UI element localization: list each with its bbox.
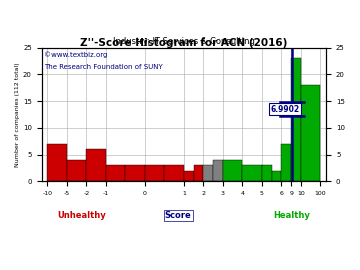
Text: ©www.textbiz.org: ©www.textbiz.org	[44, 52, 108, 58]
Bar	[242, 165, 262, 181]
Bar	[86, 149, 106, 181]
Bar	[203, 165, 213, 181]
Bar	[272, 171, 282, 181]
Bar	[194, 165, 203, 181]
Text: Healthy: Healthy	[274, 211, 311, 220]
Text: 6.9902: 6.9902	[271, 105, 300, 114]
Bar	[213, 160, 223, 181]
Bar	[165, 165, 184, 181]
Bar	[184, 171, 194, 181]
Text: Industry: IT Services & Consulting: Industry: IT Services & Consulting	[113, 37, 255, 46]
Y-axis label: Number of companies (112 total): Number of companies (112 total)	[15, 62, 20, 167]
Bar	[301, 85, 320, 181]
Text: The Research Foundation of SUNY: The Research Foundation of SUNY	[44, 64, 163, 70]
Bar	[223, 160, 242, 181]
Text: Score: Score	[165, 211, 192, 220]
Text: Unhealthy: Unhealthy	[57, 211, 106, 220]
Bar	[291, 58, 301, 181]
Bar	[125, 165, 145, 181]
Bar	[282, 144, 291, 181]
Title: Z''-Score Histogram for ACN (2016): Z''-Score Histogram for ACN (2016)	[80, 38, 288, 48]
Bar	[106, 165, 125, 181]
Bar	[48, 144, 67, 181]
Bar	[67, 160, 86, 181]
Bar	[145, 165, 165, 181]
Bar	[262, 165, 272, 181]
